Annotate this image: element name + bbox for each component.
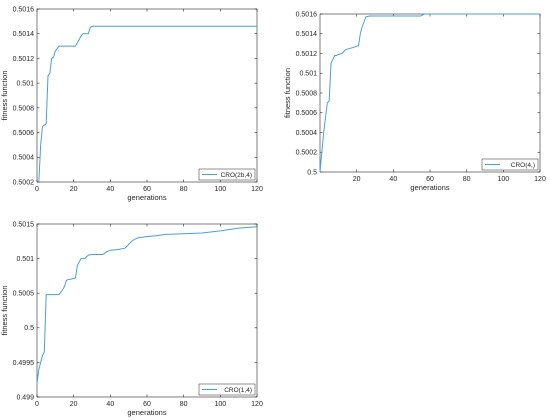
- y-tick-label: 0.5008: [296, 90, 318, 97]
- legend: CRO(2b,4): [198, 168, 256, 181]
- x-tick-label: 120: [534, 176, 546, 183]
- x-tick-label: 60: [143, 401, 151, 408]
- y-tick-label: 0.5005: [13, 291, 35, 298]
- y-tick-label: 0.5015: [13, 221, 35, 228]
- y-tick-label: 0.5: [307, 169, 317, 176]
- x-tick-label: 80: [180, 186, 188, 193]
- y-tick-label: 0.499: [16, 394, 34, 401]
- y-tick-label: 0.5004: [13, 155, 35, 162]
- y-tick-label: 0.5014: [296, 31, 318, 38]
- axes-box: [36, 8, 258, 183]
- legend-box: [481, 158, 539, 171]
- y-axis-label: fitness function: [0, 285, 9, 335]
- y-tick-label: 0.501: [16, 256, 34, 263]
- legend-label: CRO(1,4): [224, 387, 252, 394]
- axes-box: [36, 223, 258, 398]
- y-tick-label: 0.5002: [13, 179, 35, 186]
- x-tick-label: 100: [214, 186, 226, 193]
- y-tick-label: 0.5016: [296, 11, 318, 18]
- y-tick-label: 0.5014: [13, 31, 35, 38]
- y-tick-label: 0.5004: [296, 130, 318, 137]
- axes-box: [319, 13, 541, 173]
- y-tick-label: 0.5002: [296, 150, 318, 157]
- x-tick-label: 80: [180, 401, 188, 408]
- series-line: [36, 226, 258, 384]
- x-tick-label: 20: [70, 401, 78, 408]
- y-tick-label: 0.5012: [13, 56, 35, 63]
- series-line: [319, 13, 540, 173]
- y-tick-label: 0.5: [24, 325, 34, 332]
- x-tick-label: 120: [251, 186, 263, 193]
- legend-box: [198, 383, 256, 396]
- x-axis-label: generations: [410, 183, 449, 192]
- x-axis-label: generations: [127, 193, 166, 202]
- x-axis-label: generations: [127, 408, 166, 417]
- legend-label: CRO(4,): [511, 162, 535, 169]
- legend-box: [198, 168, 256, 181]
- legend-label: CRO(2b,4): [221, 172, 252, 179]
- y-tick-label: 0.501: [16, 81, 34, 88]
- chart-panel-3: 0 20 40 60 80 100 120 0.499 0.4995 0.5 0.5005 0.501…: [0, 221, 263, 417]
- y-tick-label: 0.501: [299, 71, 317, 78]
- x-tick-label: 80: [463, 176, 471, 183]
- y-tick-label: 0.5006: [13, 130, 35, 137]
- x-tick-label: 100: [214, 401, 226, 408]
- x-tick-label: 20: [70, 186, 78, 193]
- legend: CRO(4,): [481, 158, 539, 171]
- x-tick-label: 0: [35, 401, 39, 408]
- series-line: [38, 25, 257, 183]
- x-tick-label: 40: [106, 401, 114, 408]
- y-axis-label: fitness function: [0, 70, 9, 120]
- y-tick-label: 0.5008: [13, 105, 35, 112]
- x-tick-label: 120: [251, 401, 263, 408]
- chart-panel-2: 20 40 60 80 100 120 0.5 0.5002 0.5004 0.5006 0.500…: [283, 11, 546, 192]
- x-tick-label: 40: [106, 186, 114, 193]
- y-tick-label: 0.4995: [13, 360, 35, 367]
- y-tick-label: 0.5012: [296, 51, 318, 58]
- x-tick-label: 60: [426, 176, 434, 183]
- x-tick-label: 60: [143, 186, 151, 193]
- y-tick-label: 0.5006: [296, 110, 318, 117]
- y-axis-label: fitness function: [283, 68, 292, 118]
- x-tick-label: 0: [35, 186, 39, 193]
- chart-panel-1: 0 20 40 60 80 100 120 0.5002 0.5004 0.5006 0.5008 0…: [0, 6, 263, 202]
- legend: CRO(1,4): [198, 383, 256, 396]
- x-tick-label: 40: [389, 176, 397, 183]
- x-tick-label: 100: [497, 176, 509, 183]
- x-tick-label: 20: [353, 176, 361, 183]
- y-tick-label: 0.5016: [13, 6, 35, 13]
